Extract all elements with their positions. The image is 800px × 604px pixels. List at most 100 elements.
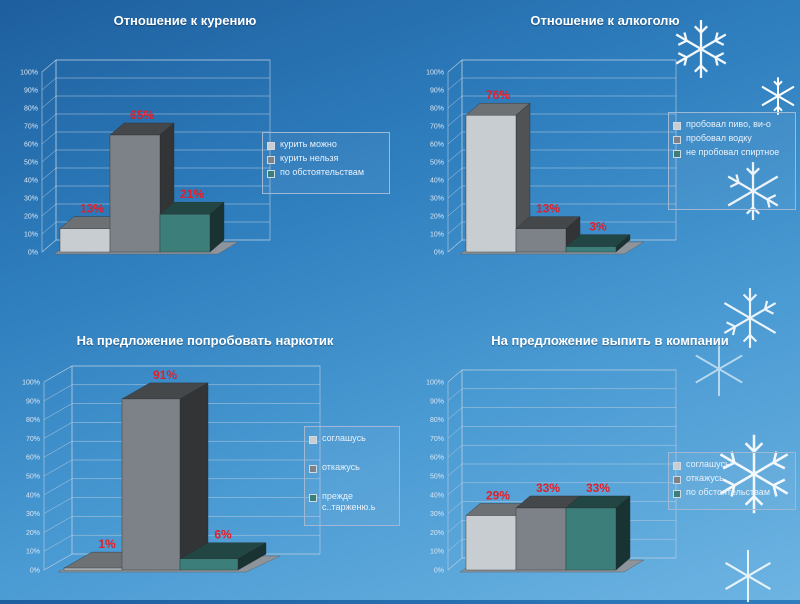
y-tick-label: 30%: [430, 511, 444, 518]
bar: [515, 507, 567, 571]
gridline: [447, 59, 676, 73]
y-tick-label: 100%: [22, 380, 40, 387]
legend-swatch: [673, 476, 681, 484]
y-tick-label: 100%: [20, 70, 38, 77]
legend-label: по обстоятельствам: [686, 487, 771, 497]
gridline: [447, 426, 676, 439]
legend-label: прежде с..тарженю.ь: [322, 491, 376, 512]
y-tick-label: 60%: [430, 142, 444, 149]
bar: [109, 134, 161, 253]
gridline: [447, 203, 676, 217]
bar: [465, 515, 517, 571]
y-tick-label: 30%: [26, 511, 40, 518]
gridline: [43, 478, 320, 496]
y-tick-label: 70%: [24, 124, 38, 131]
y-tick-label: 0%: [28, 250, 38, 257]
gridline: [43, 384, 320, 402]
y-tick-label: 40%: [430, 178, 444, 185]
legend-label: пробовал водку: [686, 133, 752, 143]
legend-swatch: [673, 490, 681, 498]
legend-item: откажусь: [309, 462, 395, 473]
legend: соглашусь откажусь по обстоятельствам: [668, 452, 796, 510]
data-label: 21%: [180, 187, 204, 201]
gridline: [447, 77, 676, 91]
legend-label: не пробовал спиртное: [686, 147, 780, 157]
gridline: [43, 497, 320, 514]
y-tick-label: 80%: [430, 417, 444, 424]
gridline: [447, 167, 676, 181]
snowflake-icon: [725, 549, 771, 603]
y-tick-label: 40%: [24, 178, 38, 185]
legend-item: не пробовал спиртное: [673, 147, 791, 158]
data-label: 91%: [153, 368, 177, 382]
legend-swatch: [309, 494, 317, 502]
gridline: [43, 422, 320, 439]
legend-swatch: [267, 156, 275, 164]
chart-title: Отношение к алкоголю: [530, 13, 680, 28]
bar: [121, 398, 181, 571]
snowflake-icon: [675, 20, 727, 78]
legend-item: прежде с..тарженю.ь: [309, 491, 395, 513]
y-tick-label: 90%: [24, 88, 38, 95]
gridline: [447, 482, 676, 495]
snowflake-icon: [761, 77, 795, 115]
gridline: [41, 149, 270, 163]
y-tick-label: 60%: [430, 455, 444, 462]
legend-label: откажусь: [322, 462, 360, 472]
gridline: [41, 59, 270, 73]
legend-swatch: [309, 465, 317, 473]
y-tick-label: 20%: [430, 214, 444, 221]
y-tick-label: 80%: [24, 106, 38, 113]
bar: [465, 114, 517, 253]
y-tick-label: 10%: [430, 232, 444, 239]
y-tick-label: 10%: [26, 549, 40, 556]
y-tick-label: 50%: [24, 160, 38, 167]
gridline: [447, 444, 676, 458]
legend-item: курить нельзя: [267, 153, 385, 164]
legend: соглашусь откажусь прежде с..тарженю.ь: [304, 426, 400, 526]
gridline: [41, 95, 270, 109]
y-tick-label: 100%: [426, 380, 444, 387]
legend-item: откажусь: [673, 473, 791, 484]
y-tick-label: 20%: [430, 530, 444, 537]
data-label: 13%: [536, 202, 560, 216]
gridline: [447, 463, 676, 477]
snowflake-icon: [727, 162, 779, 220]
chart-title: Отношение к курению: [113, 13, 257, 28]
legend-label: пробовал пиво, ви-о: [686, 119, 771, 129]
y-tick-label: 80%: [430, 106, 444, 113]
y-tick-label: 70%: [26, 436, 40, 443]
legend-item: пробовал водку: [673, 133, 791, 144]
legend-swatch: [673, 150, 681, 158]
y-tick-label: 0%: [434, 250, 444, 257]
data-label: 1%: [98, 537, 116, 551]
bar: [565, 246, 617, 253]
gridline: [447, 113, 676, 127]
y-tick-label: 90%: [430, 88, 444, 95]
y-tick-label: 70%: [430, 436, 444, 443]
legend-label: соглашусь: [686, 459, 730, 469]
legend: курить можно курить нельзя по обстоятель…: [262, 132, 390, 194]
y-tick-label: 20%: [26, 530, 40, 537]
legend-item: соглашусь: [309, 433, 395, 444]
y-tick-label: 0%: [30, 568, 40, 575]
snowflake-icon: [723, 288, 777, 348]
gridline: [447, 388, 676, 401]
gridline: [43, 459, 320, 477]
y-tick-label: 20%: [24, 214, 38, 221]
y-tick-label: 80%: [26, 417, 40, 424]
gridline: [43, 403, 320, 420]
y-tick-label: 30%: [430, 196, 444, 203]
y-tick-label: 90%: [430, 398, 444, 405]
legend-label: соглашусь: [322, 433, 366, 443]
gridline: [41, 131, 270, 145]
legend-item: соглашусь: [673, 459, 791, 470]
legend-label: по обстоятельствам: [280, 167, 365, 177]
data-label: 3%: [589, 220, 607, 234]
legend-label: откажусь: [686, 473, 724, 483]
data-label: 13%: [80, 202, 104, 216]
bar: [565, 507, 617, 571]
